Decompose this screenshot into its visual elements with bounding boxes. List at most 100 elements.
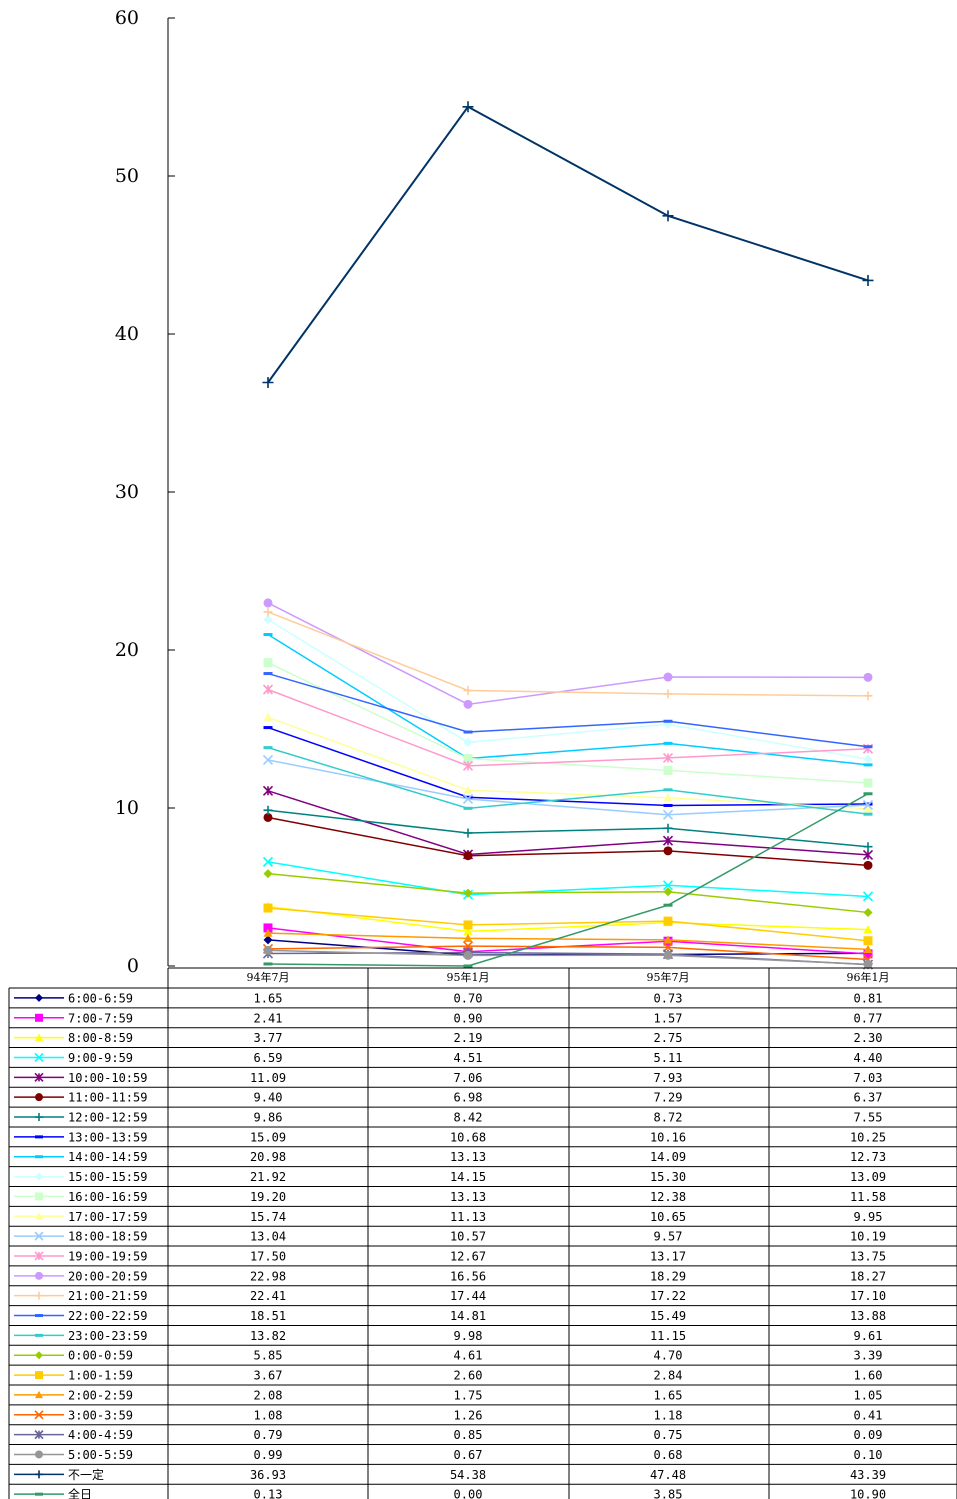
table-cell: 7.06 bbox=[454, 1071, 483, 1085]
series-9 bbox=[263, 615, 873, 764]
data-point bbox=[263, 903, 273, 913]
data-point bbox=[463, 795, 473, 799]
series-line bbox=[267, 105, 869, 384]
table-cell: 22.98 bbox=[250, 1269, 286, 1283]
data-point bbox=[662, 752, 674, 763]
legend-key-marker bbox=[34, 1251, 44, 1261]
table-cell: 0.10 bbox=[854, 1448, 883, 1462]
table-cell: 0.41 bbox=[854, 1408, 883, 1422]
series-line bbox=[267, 907, 869, 942]
data-point bbox=[263, 945, 273, 955]
table-cell: 10.68 bbox=[450, 1130, 486, 1144]
legend-key-marker bbox=[34, 1231, 44, 1241]
data-point bbox=[463, 950, 473, 960]
table-cell: 4.61 bbox=[454, 1349, 483, 1363]
table-cell: 13.75 bbox=[850, 1249, 886, 1263]
data-point bbox=[463, 806, 473, 810]
series-19 bbox=[263, 903, 873, 946]
table-cell: 15.09 bbox=[250, 1130, 286, 1144]
data-point bbox=[263, 633, 273, 637]
table-cell: 1.60 bbox=[854, 1369, 883, 1383]
data-point bbox=[662, 835, 674, 846]
data-point bbox=[863, 754, 873, 764]
table-cell: 5.11 bbox=[654, 1051, 683, 1065]
series-line bbox=[267, 945, 869, 961]
legend-key-marker bbox=[35, 1113, 43, 1122]
table-row: 8:00-8:59 3.77 2.19 2.75 2.30 bbox=[14, 1031, 882, 1045]
table-cell: 0.79 bbox=[254, 1428, 283, 1442]
table-cell: 43.39 bbox=[850, 1468, 886, 1482]
series-10 bbox=[263, 658, 873, 788]
series-line bbox=[267, 633, 869, 766]
table-cell: 7.03 bbox=[854, 1071, 883, 1085]
data-point bbox=[663, 846, 673, 856]
data-point bbox=[463, 730, 473, 734]
table-cell: 2.60 bbox=[454, 1369, 483, 1383]
legend-key-marker bbox=[35, 1333, 43, 1337]
series-14 bbox=[263, 598, 873, 709]
data-point bbox=[262, 856, 274, 867]
table-cell: 13.17 bbox=[650, 1249, 686, 1263]
table-cell: 2.19 bbox=[454, 1031, 483, 1045]
table-cell: 47.48 bbox=[650, 1468, 686, 1482]
data-point bbox=[263, 935, 273, 945]
table-cell: 0.13 bbox=[254, 1488, 283, 1499]
data-point bbox=[662, 210, 674, 222]
legend-label: 6:00-6:59 bbox=[68, 991, 133, 1005]
legend-key-marker bbox=[35, 1155, 43, 1159]
table-row: 14:00-14:59 20.98 13.13 14.09 12.73 bbox=[14, 1150, 886, 1164]
y-tick-label: 30 bbox=[115, 481, 139, 503]
table-cell: 1.08 bbox=[254, 1408, 283, 1422]
legend-key-marker bbox=[34, 1052, 44, 1063]
data-point bbox=[863, 763, 873, 767]
data-point bbox=[463, 737, 473, 747]
series-line bbox=[267, 793, 869, 967]
table-row: 10:00-10:59 11.09 7.06 7.93 7.03 bbox=[14, 1071, 882, 1085]
data-point bbox=[863, 745, 873, 749]
series-line bbox=[267, 688, 869, 767]
legend-label: 18:00-18:59 bbox=[68, 1230, 147, 1244]
data-point bbox=[663, 950, 673, 960]
table-cell: 14.09 bbox=[650, 1150, 686, 1164]
data-point bbox=[263, 658, 273, 668]
data-point bbox=[863, 860, 873, 870]
data-point bbox=[862, 891, 874, 902]
table-cell: 1.26 bbox=[454, 1408, 483, 1422]
legend-label: 19:00-19:59 bbox=[68, 1249, 147, 1263]
data-point bbox=[463, 920, 473, 930]
data-point bbox=[463, 851, 473, 861]
data-point bbox=[862, 274, 874, 286]
table-cell: 0.99 bbox=[254, 1448, 283, 1462]
data-point bbox=[263, 812, 273, 822]
table-cell: 3.67 bbox=[254, 1369, 283, 1383]
data-point bbox=[463, 888, 473, 898]
legend-label: 17:00-17:59 bbox=[68, 1210, 147, 1224]
data-point bbox=[263, 726, 273, 730]
series-12 bbox=[262, 754, 874, 820]
legend-label: 5:00-5:59 bbox=[68, 1448, 133, 1462]
data-point bbox=[863, 842, 873, 852]
series-24 bbox=[262, 101, 874, 389]
y-tick-label: 20 bbox=[115, 639, 139, 661]
legend-label: 9:00-9:59 bbox=[68, 1051, 133, 1065]
table-cell: 1.65 bbox=[654, 1388, 683, 1402]
table-row: 2:00-2:59 2.08 1.75 1.65 1.05 bbox=[14, 1388, 882, 1402]
table-row: 20:00-20:59 22.98 16.56 18.29 18.27 bbox=[14, 1269, 886, 1283]
data-point bbox=[663, 765, 673, 775]
table-cell: 9.98 bbox=[454, 1329, 483, 1343]
x-category-label: 94年7月 bbox=[247, 970, 290, 984]
table-cell: 9.86 bbox=[254, 1111, 283, 1125]
table-cell: 13.82 bbox=[250, 1329, 286, 1343]
data-point bbox=[463, 964, 473, 968]
table-cell: 1.18 bbox=[654, 1408, 683, 1422]
table-cell: 3.85 bbox=[654, 1488, 683, 1499]
table-cell: 0.90 bbox=[454, 1011, 483, 1025]
table-cell: 7.55 bbox=[854, 1111, 883, 1125]
data-point bbox=[663, 689, 673, 699]
table-cell: 12.67 bbox=[450, 1249, 486, 1263]
legend-key-marker bbox=[35, 993, 43, 1002]
series-22 bbox=[262, 947, 874, 970]
table-cell: 15.49 bbox=[650, 1309, 686, 1323]
table-cell: 54.38 bbox=[450, 1468, 486, 1482]
legend-key-marker bbox=[35, 1351, 43, 1360]
